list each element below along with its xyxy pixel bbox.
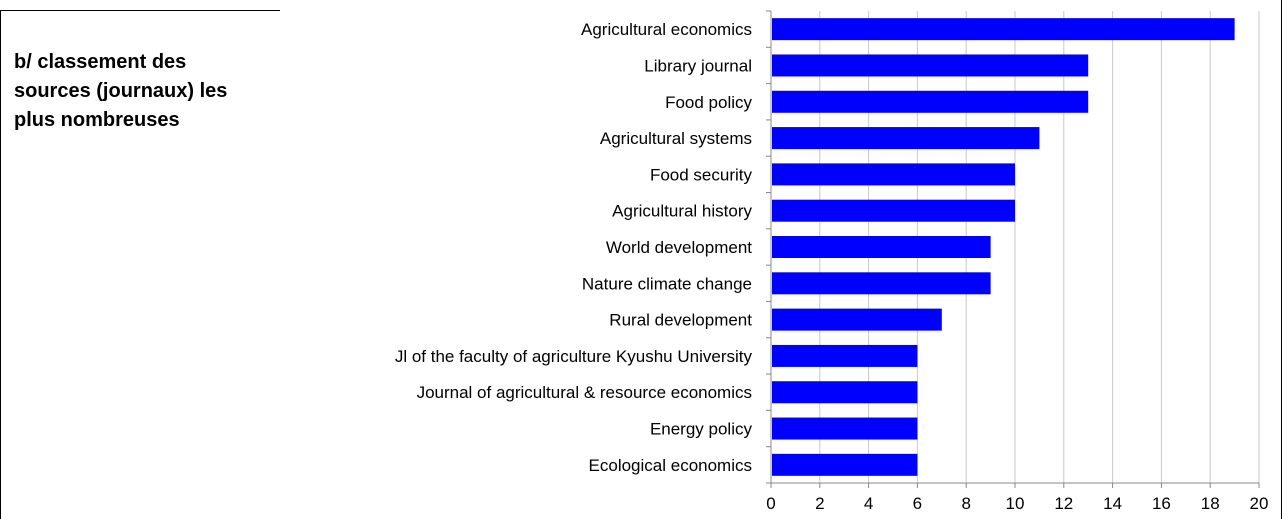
bar bbox=[772, 308, 942, 331]
x-tick-label: 4 bbox=[864, 494, 873, 513]
category-label: Agricultural systems bbox=[600, 129, 752, 148]
category-label: Library journal bbox=[644, 56, 752, 75]
x-tick-label: 14 bbox=[1103, 494, 1122, 513]
x-tick-label: 18 bbox=[1201, 494, 1220, 513]
category-label: Food security bbox=[650, 165, 753, 184]
x-tick-label: 16 bbox=[1152, 494, 1171, 513]
category-label: Agricultural economics bbox=[581, 20, 752, 39]
bar bbox=[772, 54, 1089, 77]
category-label: Energy policy bbox=[650, 420, 753, 439]
bar bbox=[772, 90, 1089, 113]
bar bbox=[772, 272, 991, 295]
x-tick-label: 12 bbox=[1054, 494, 1073, 513]
x-tick-label: 10 bbox=[1006, 494, 1025, 513]
x-tick-label: 8 bbox=[961, 494, 970, 513]
side-title: b/ classement des sources (journaux) les… bbox=[14, 51, 228, 131]
bar bbox=[772, 163, 1015, 186]
bar bbox=[772, 453, 918, 476]
bar bbox=[772, 199, 1015, 222]
category-label: Journal of agricultural & resource econo… bbox=[417, 383, 752, 402]
x-tick-label: 20 bbox=[1250, 494, 1269, 513]
x-tick-label: 6 bbox=[913, 494, 922, 513]
x-tick-label: 2 bbox=[815, 494, 824, 513]
bar bbox=[772, 344, 918, 367]
bar bbox=[772, 381, 918, 404]
category-label: Food policy bbox=[665, 93, 752, 112]
category-label: Rural development bbox=[609, 311, 752, 330]
category-label: Nature climate change bbox=[582, 274, 752, 293]
bar bbox=[772, 18, 1235, 41]
category-label: Agricultural history bbox=[612, 202, 752, 221]
bar bbox=[772, 127, 1040, 150]
bar bbox=[772, 236, 991, 258]
bar bbox=[772, 417, 918, 440]
category-label: Jl of the faculty of agriculture Kyushu … bbox=[395, 347, 753, 366]
category-label: World development bbox=[606, 238, 752, 257]
category-label: Ecological economics bbox=[589, 456, 752, 475]
x-tick-label: 0 bbox=[766, 494, 775, 513]
